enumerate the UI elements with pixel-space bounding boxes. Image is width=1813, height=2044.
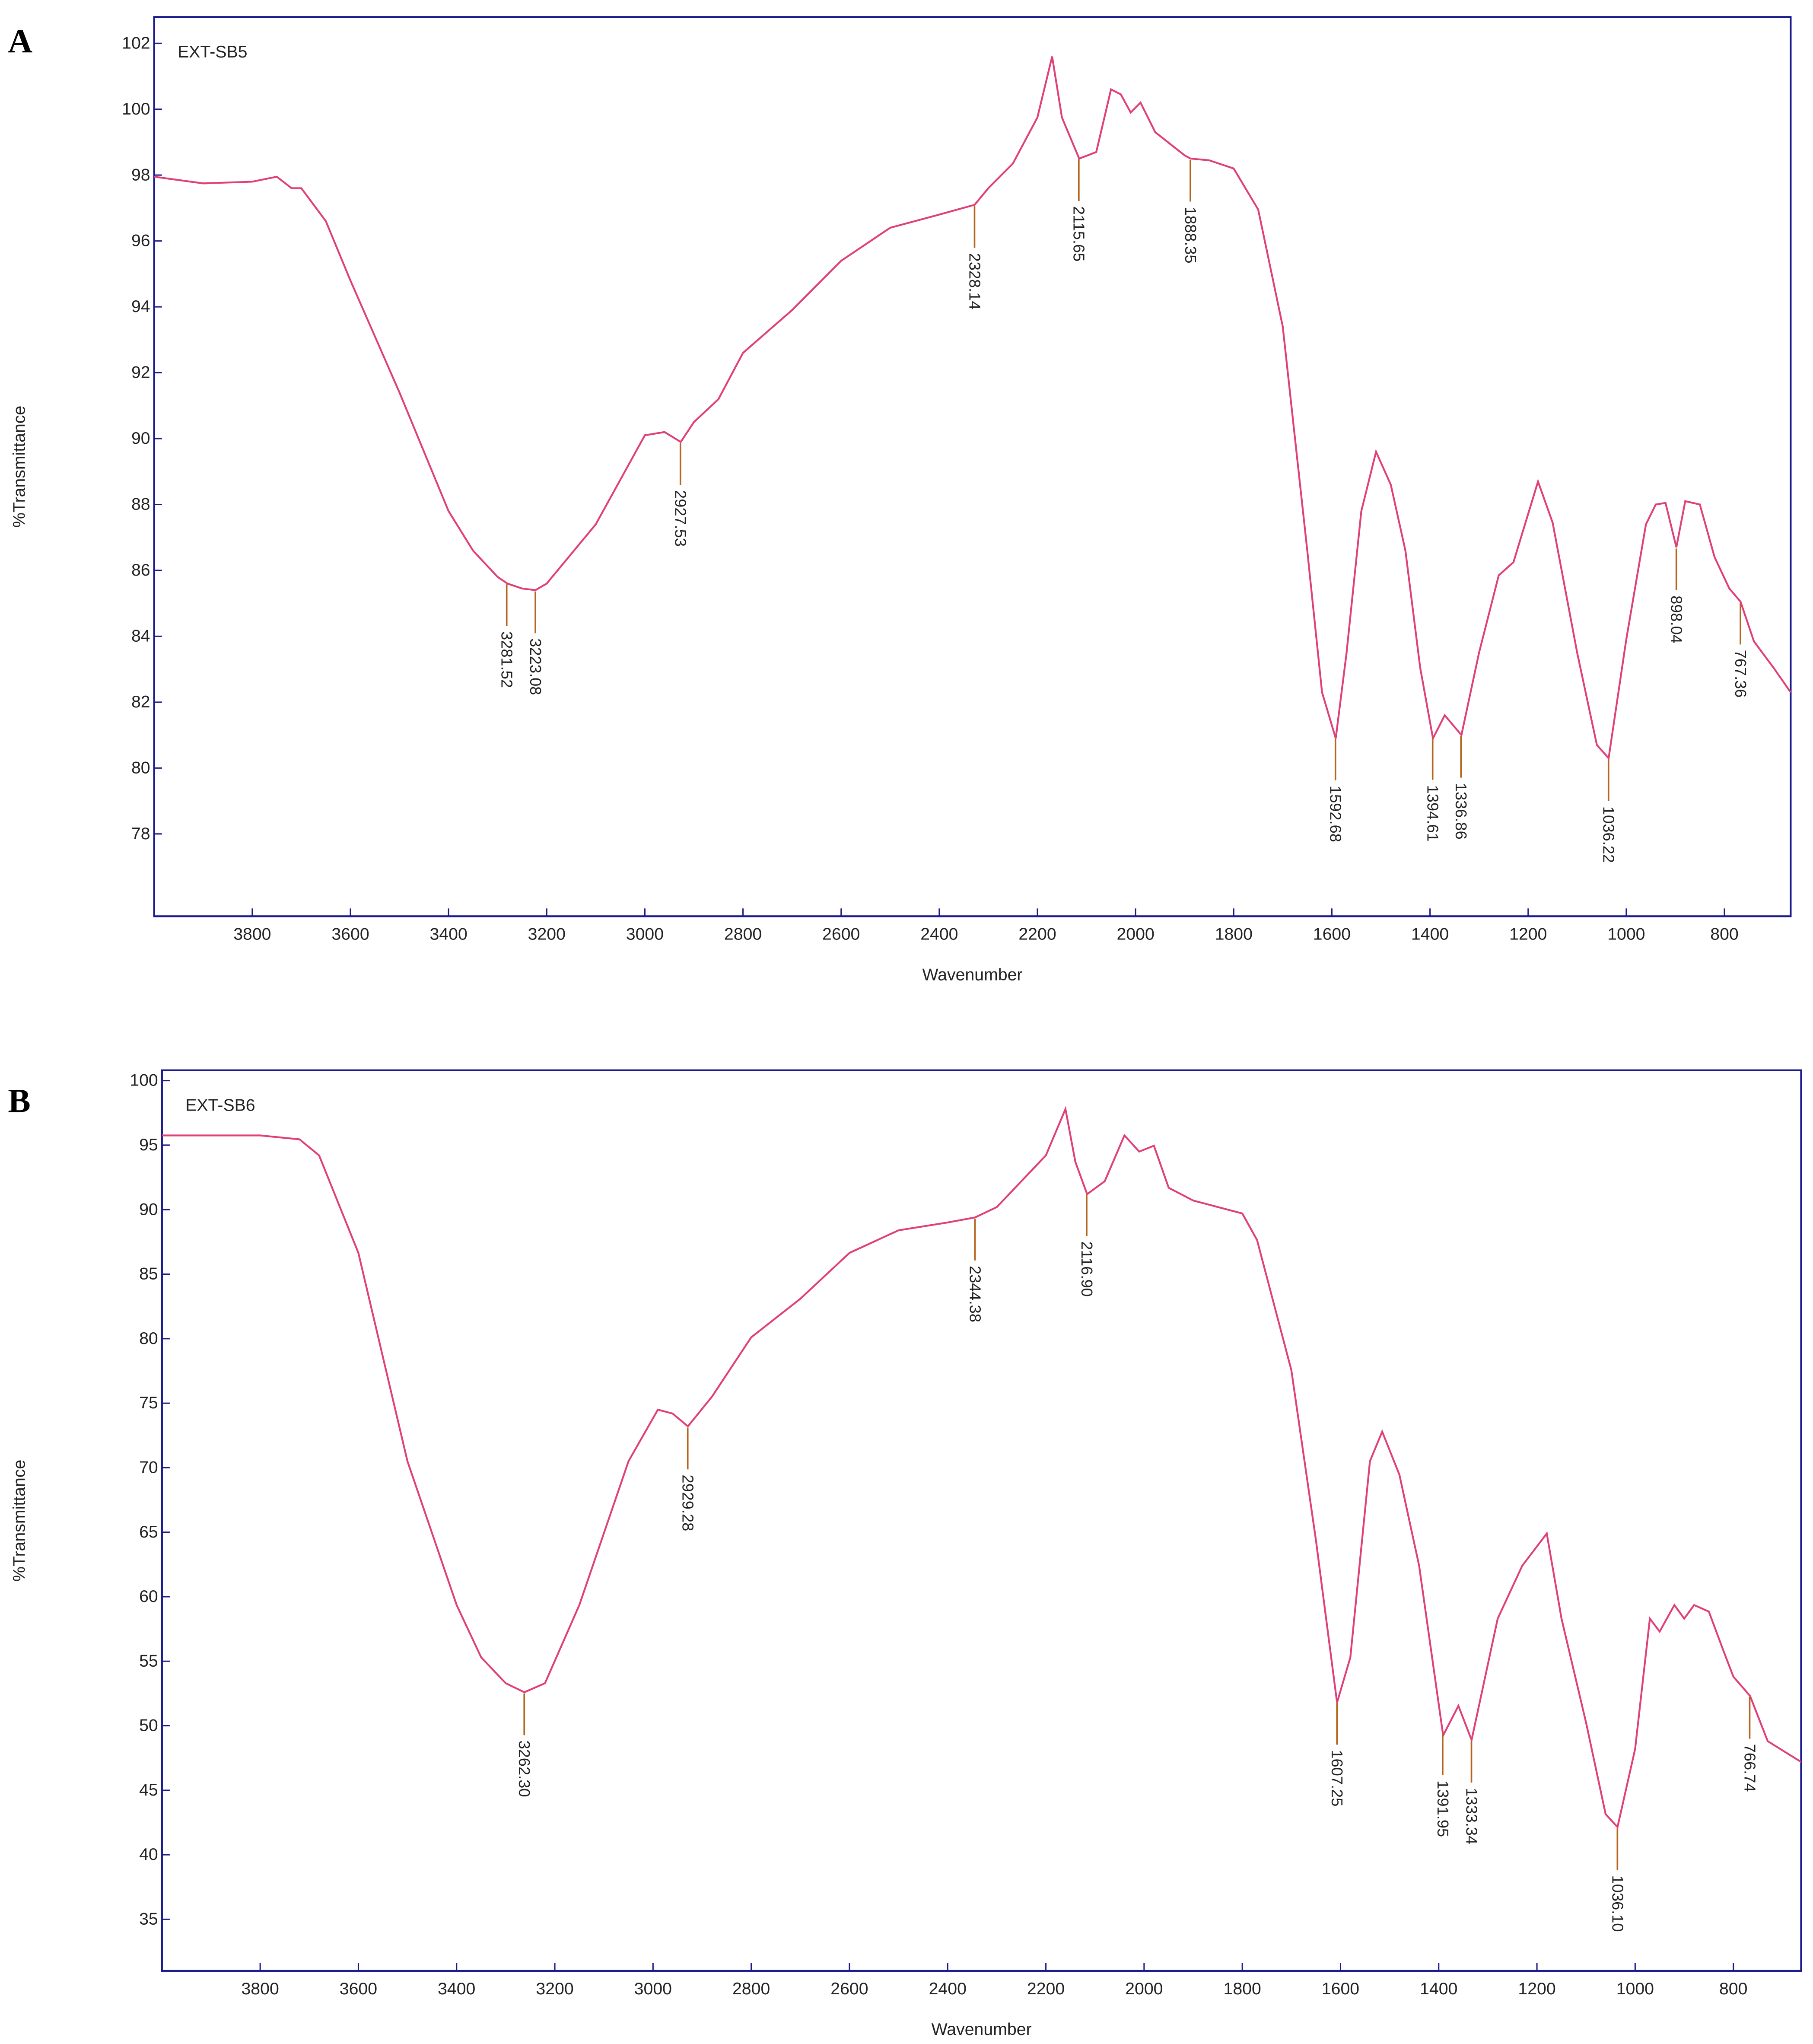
x-tick-label: 2600 (822, 925, 860, 944)
spectrum-line (162, 1106, 1802, 1829)
x-tick-label: 2000 (1116, 925, 1154, 944)
y-tick-label: 90 (139, 1200, 158, 1219)
peak-label: 1391.95 (1434, 1780, 1452, 1837)
x-tick-label: 1600 (1322, 1979, 1359, 1998)
peak-label: 2929.28 (679, 1474, 697, 1531)
x-tick-label: 3200 (528, 925, 566, 944)
x-tick-label: 1200 (1518, 1979, 1555, 1998)
peak-label: 2328.14 (966, 253, 983, 310)
y-tick-label: 92 (131, 363, 150, 382)
x-tick-label: 2400 (920, 925, 958, 944)
x-tick-label: 3800 (233, 925, 271, 944)
y-tick-label: 50 (139, 1716, 158, 1735)
x-axis-label: Wavenumber (932, 2020, 1032, 2039)
y-tick-label: 95 (139, 1135, 158, 1154)
peak-label: 898.04 (1668, 595, 1686, 643)
peak-label: 1333.34 (1463, 1788, 1480, 1844)
x-tick-label: 2600 (830, 1979, 868, 1998)
x-tick-label: 800 (1710, 925, 1739, 944)
peak-label: 1607.25 (1328, 1750, 1346, 1806)
y-axis-label: %Transmittance (10, 406, 29, 528)
x-tick-label: 1800 (1223, 1979, 1261, 1998)
y-tick-label: 100 (122, 99, 150, 118)
y-tick-label: 80 (131, 758, 150, 777)
peak-label: 767.36 (1732, 650, 1749, 698)
y-tick-label: 75 (139, 1393, 158, 1412)
x-tick-label: 1000 (1607, 925, 1645, 944)
peak-label: 1592.68 (1327, 786, 1345, 842)
peak-label: 3281.52 (498, 631, 516, 688)
x-tick-label: 800 (1719, 1979, 1748, 1998)
peak-label: 2927.53 (672, 490, 690, 547)
y-tick-label: 102 (122, 33, 150, 52)
y-tick-label: 45 (139, 1780, 158, 1799)
x-tick-label: 3600 (331, 925, 369, 944)
peak-label: 2115.65 (1070, 206, 1088, 261)
y-tick-label: 35 (139, 1910, 158, 1929)
y-tick-label: 100 (130, 1071, 158, 1090)
x-tick-label: 3800 (241, 1979, 279, 1998)
x-tick-label: 1200 (1509, 925, 1547, 944)
x-tick-label: 2200 (1027, 1979, 1065, 1998)
y-tick-label: 90 (131, 429, 150, 448)
y-tick-label: 94 (131, 297, 150, 316)
y-tick-label: 88 (131, 495, 150, 514)
panel-label: A (8, 22, 32, 60)
panel-label: B (8, 1082, 30, 1119)
x-tick-label: 2200 (1018, 925, 1056, 944)
y-tick-label: 55 (139, 1651, 158, 1670)
y-tick-label: 70 (139, 1458, 158, 1477)
x-tick-label: 3200 (536, 1979, 573, 1998)
y-tick-label: 80 (139, 1329, 158, 1348)
y-tick-label: 98 (131, 165, 150, 184)
x-tick-label: 3000 (634, 1979, 672, 1998)
x-tick-label: 1600 (1313, 925, 1351, 944)
y-tick-label: 78 (131, 824, 150, 843)
peak-label: 3262.30 (515, 1741, 533, 1797)
x-tick-label: 1400 (1420, 1979, 1457, 1998)
x-tick-label: 2000 (1125, 1979, 1163, 1998)
y-tick-label: 96 (131, 231, 150, 250)
y-tick-label: 82 (131, 692, 150, 711)
x-tick-label: 1400 (1411, 925, 1449, 944)
x-axis-label: Wavenumber (922, 965, 1023, 984)
y-tick-label: 40 (139, 1845, 158, 1864)
plot-frame (161, 1069, 1802, 1972)
peak-label: 2116.90 (1078, 1241, 1096, 1296)
chart-title: EXT-SB6 (185, 1095, 255, 1114)
spectrum-line (154, 56, 1792, 761)
y-tick-label: 60 (139, 1587, 158, 1606)
peak-label: 1888.35 (1182, 207, 1199, 264)
chart-title: EXT-SB5 (178, 42, 247, 61)
x-tick-label: 1800 (1215, 925, 1253, 944)
peak-label: 1394.61 (1424, 785, 1442, 842)
peak-label: 1336.86 (1452, 783, 1470, 840)
x-tick-label: 3600 (340, 1979, 377, 1998)
peak-label: 1036.10 (1609, 1875, 1626, 1932)
peak-label: 766.74 (1741, 1744, 1759, 1792)
y-tick-label: 86 (131, 560, 150, 579)
y-tick-label: 85 (139, 1264, 158, 1283)
x-tick-label: 2800 (724, 925, 762, 944)
peak-label: 1036.22 (1600, 806, 1618, 863)
peak-label: 2344.38 (966, 1266, 984, 1322)
plot-frame (153, 16, 1792, 917)
y-tick-label: 65 (139, 1522, 158, 1541)
x-tick-label: 3400 (438, 1979, 475, 1998)
peak-label: 3223.08 (527, 638, 544, 695)
x-tick-label: 3400 (429, 925, 467, 944)
x-tick-label: 2400 (929, 1979, 967, 1998)
x-tick-label: 1000 (1616, 1979, 1654, 1998)
y-axis-label: %Transmittance (10, 1460, 29, 1582)
x-tick-label: 2800 (732, 1979, 770, 1998)
y-tick-label: 84 (131, 626, 150, 645)
x-tick-label: 3000 (626, 925, 664, 944)
